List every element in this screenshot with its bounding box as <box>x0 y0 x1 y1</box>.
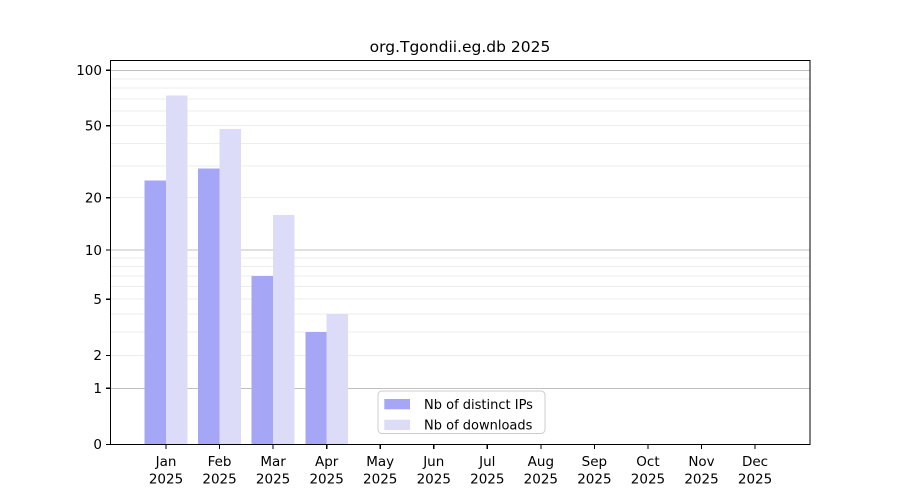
x-tick-label-month-jul: Jul <box>478 454 495 470</box>
x-tick-label-month-mar: Mar <box>260 454 286 470</box>
bar-distinct-ips-mar <box>251 275 274 445</box>
x-tick-label-year-oct: 2025 <box>631 472 665 488</box>
bar-distinct-ips-apr <box>305 332 327 445</box>
legend: Nb of distinct IPs Nb of downloads <box>377 390 546 434</box>
legend-swatch-downloads <box>384 419 410 430</box>
x-tick-label-year-jul: 2025 <box>470 472 504 488</box>
x-tick-label-month-jun: Jun <box>422 454 444 470</box>
plot-border <box>109 59 811 446</box>
x-tick-label-month-feb: Feb <box>208 454 232 470</box>
y-tick-label-1: 1 <box>93 381 102 397</box>
y-tick-label-10: 10 <box>85 243 102 259</box>
x-tick-label-year-may: 2025 <box>363 472 397 488</box>
x-tick-label-month-sep: Sep <box>582 454 607 470</box>
y-tick-label-50: 50 <box>85 118 102 134</box>
y-tick-label-100: 100 <box>76 63 102 79</box>
legend-swatch-distinct-ips <box>384 399 410 410</box>
bar-downloads-feb <box>219 128 241 445</box>
bars <box>144 95 349 445</box>
axes: 0 1 2 5 10 20 50 100 Jan 2025 Feb 2025 Mar 2025 Apr 202… <box>76 59 811 488</box>
x-tick-label-year-mar: 2025 <box>256 472 290 488</box>
legend-label-distinct-ips: Nb of distinct IPs <box>424 398 533 413</box>
legend-label-downloads: Nb of downloads <box>424 419 533 434</box>
x-tick-label-month-apr: Apr <box>315 454 339 470</box>
bar-downloads-mar <box>273 214 295 445</box>
x-tick-label-year-dec: 2025 <box>738 472 772 488</box>
bar-downloads-jan <box>166 95 188 445</box>
y-tick-label-2: 2 <box>93 348 102 364</box>
x-tick-label-year-sep: 2025 <box>577 472 611 488</box>
x-tick-label-year-apr: 2025 <box>309 472 343 488</box>
x-tick-label-year-feb: 2025 <box>202 472 236 488</box>
x-tick-label-year-nov: 2025 <box>684 472 718 488</box>
bar-downloads-apr <box>326 314 349 445</box>
x-tick-label-year-aug: 2025 <box>524 472 558 488</box>
bar-distinct-ips-jan <box>144 180 166 445</box>
y-tick-label-20: 20 <box>85 190 102 206</box>
x-tick-label-year-jun: 2025 <box>417 472 451 488</box>
x-tick-label-month-aug: Aug <box>528 454 554 470</box>
legend-box <box>377 390 546 434</box>
x-tick-label-month-jan: Jan <box>155 454 177 470</box>
x-tick-label-month-dec: Dec <box>742 454 768 470</box>
chart-title: org.Tgondii.eg.db 2025 <box>370 38 551 56</box>
x-tick-label-month-nov: Nov <box>688 454 714 470</box>
x-tick-label-year-jan: 2025 <box>149 472 183 488</box>
x-tick-label-month-oct: Oct <box>636 454 659 470</box>
y-tick-label-5: 5 <box>93 292 102 308</box>
y-tick-label-0: 0 <box>93 437 102 453</box>
x-tick-label-month-may: May <box>366 454 394 470</box>
bar-distinct-ips-feb <box>198 168 220 445</box>
